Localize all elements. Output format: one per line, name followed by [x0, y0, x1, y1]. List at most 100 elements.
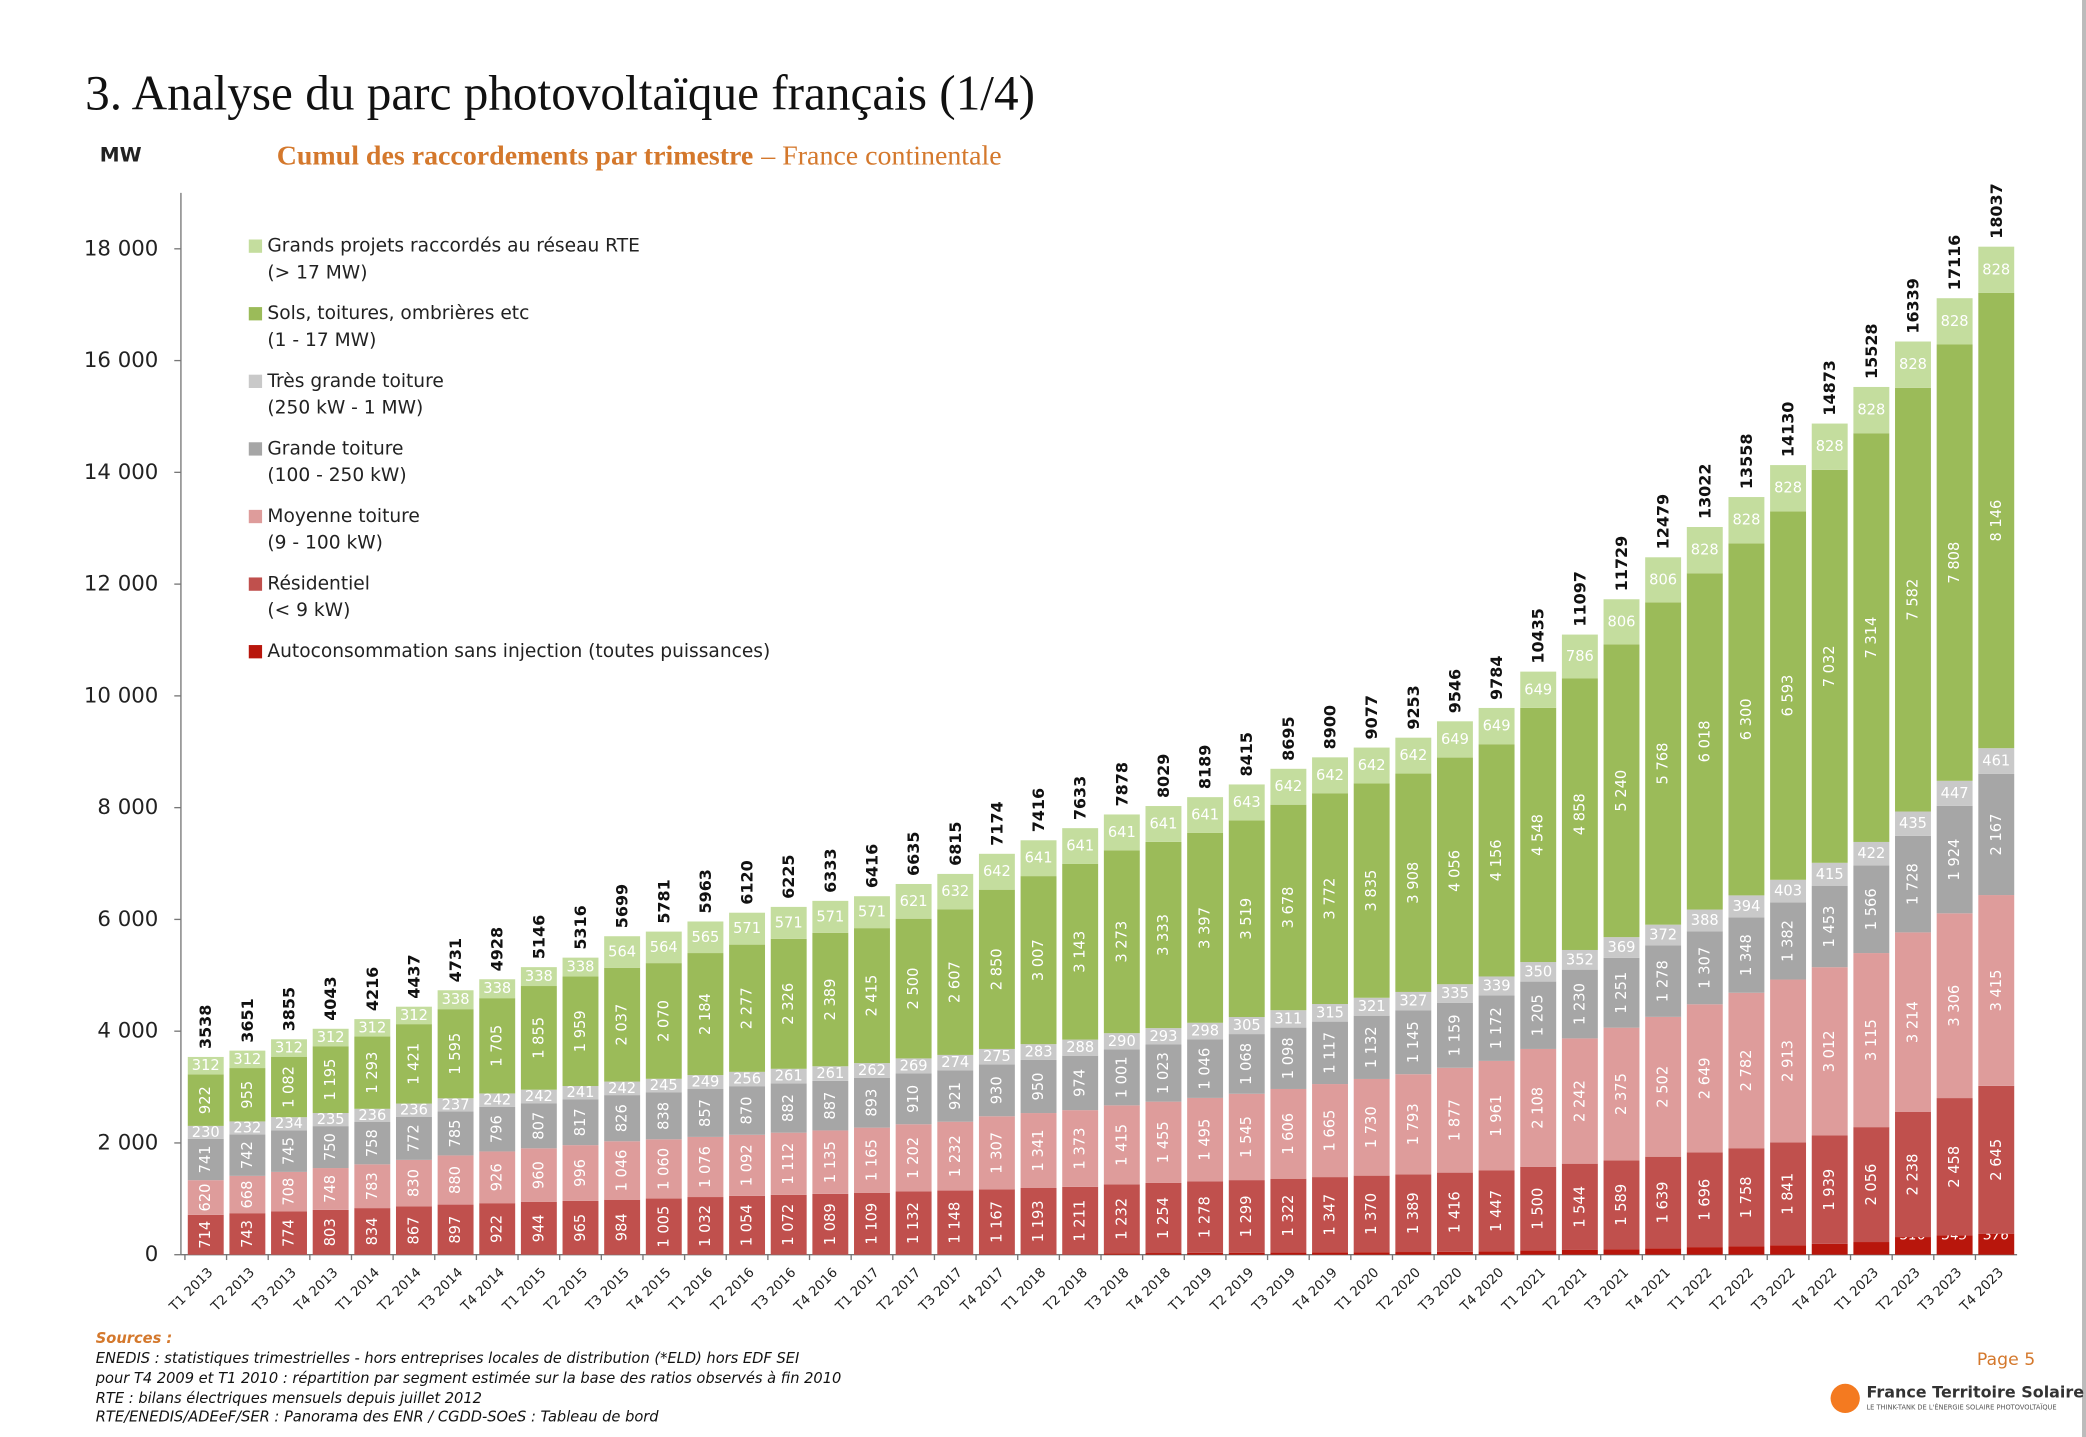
bar-segment [1270, 1088, 1307, 1179]
bar-segment [1103, 850, 1140, 1034]
x-tick-label: T3 2023 [1915, 1265, 1965, 1315]
data-label: 1 665 [1322, 1110, 1339, 1152]
bar-segment [1978, 246, 2015, 293]
bar-segment [271, 1056, 307, 1118]
y-tick-label: 12 000 [84, 572, 158, 597]
data-label: 2 037 [614, 1004, 631, 1046]
bar-segment [395, 1103, 432, 1117]
y-tick-label: 10 000 [84, 683, 158, 708]
bar-segment [812, 1066, 849, 1081]
data-label: 922 [489, 1215, 506, 1243]
bar-segment [437, 1111, 474, 1156]
bar-segment [1103, 1105, 1140, 1185]
bar-segment [1936, 1235, 1973, 1255]
data-label: 321 [1358, 998, 1386, 1015]
data-label: 5 768 [1655, 743, 1672, 785]
bar-segment [645, 1092, 682, 1140]
bar-segment [1020, 876, 1057, 1045]
bar-segment [1395, 773, 1432, 992]
bar-segment [729, 1195, 766, 1255]
bar-segment [1811, 862, 1848, 886]
bar-segment [687, 953, 724, 1076]
bar-segment [479, 1093, 516, 1107]
data-label: 298 [1191, 1023, 1219, 1040]
bar-segment [1936, 913, 1973, 1099]
bar-segment [645, 1078, 682, 1093]
data-label: 1 211 [1072, 1200, 1089, 1242]
bar-segment [1436, 1172, 1473, 1252]
x-tick-label: T4 2016 [791, 1265, 841, 1315]
bar-segment [271, 1039, 307, 1057]
data-label: 2 415 [863, 975, 880, 1017]
bar-segment [1395, 1252, 1432, 1255]
data-label: 1 060 [655, 1148, 672, 1190]
bar-segment [354, 1019, 391, 1037]
legend-swatch [248, 307, 263, 321]
bar-segment [562, 1099, 599, 1146]
bar-segment [1561, 678, 1598, 950]
x-tick-label: T3 2018 [1082, 1265, 1132, 1315]
bar-segment [1728, 1148, 1765, 1247]
data-label: 1 307 [1696, 947, 1713, 989]
data-label: 571 [733, 920, 761, 937]
data-label: 305 [1233, 1017, 1261, 1034]
data-label: 1 089 [822, 1203, 839, 1245]
data-label: 649 [1524, 681, 1552, 698]
bar-segment [354, 1036, 391, 1109]
data-label: 403 [1774, 883, 1802, 900]
legend-detail: (> 17 MW) [267, 262, 367, 283]
total-label: 13022 [1695, 463, 1714, 519]
bar-segment [1728, 895, 1765, 918]
x-tick-label: T4 2018 [1124, 1265, 1174, 1315]
data-label: 1 939 [1821, 1169, 1838, 1211]
data-label: 621 [900, 893, 928, 910]
data-label: 1 730 [1363, 1106, 1380, 1148]
data-label: 642 [1274, 778, 1302, 795]
data-label: 1 758 [1738, 1176, 1755, 1218]
bar-segment [229, 1175, 266, 1214]
data-label: 312 [317, 1029, 345, 1046]
bar-segment [479, 1203, 516, 1255]
bar-segment [1353, 1252, 1390, 1255]
bar-segment [1312, 757, 1348, 794]
bar-segment [354, 1108, 391, 1122]
data-label: 1 348 [1738, 934, 1755, 976]
bar-segment [1145, 841, 1182, 1029]
bar-segment [1645, 1016, 1682, 1157]
bar-segment [1936, 344, 1973, 781]
data-label: 312 [400, 1007, 428, 1024]
data-label: 649 [1441, 731, 1469, 748]
data-label: 565 [691, 929, 719, 946]
data-label: 1 068 [1238, 1043, 1255, 1085]
data-label: 1 566 [1863, 888, 1880, 930]
bar-segment [1062, 828, 1099, 864]
data-label: 786 [1566, 648, 1594, 665]
data-label: 1 416 [1446, 1191, 1463, 1233]
bar-segment [1728, 497, 1765, 544]
data-label: 641 [1066, 838, 1094, 855]
bar-segment [770, 938, 807, 1069]
data-label: 234 [275, 1115, 303, 1132]
bar-segment [395, 1006, 432, 1025]
data-label: 828 [1691, 542, 1719, 559]
bar-segment [854, 1077, 890, 1128]
data-label: 1 389 [1405, 1192, 1422, 1234]
legend-detail: (1 - 17 MW) [267, 330, 376, 351]
bar-segment [1728, 992, 1765, 1149]
legend-swatch [248, 239, 263, 253]
data-label: 2 242 [1571, 1080, 1588, 1122]
bar-segment [1270, 1252, 1307, 1255]
bar-segment [1187, 1022, 1224, 1040]
y-tick-label: 0 [145, 1242, 159, 1267]
x-tick-label: T2 2016 [708, 1265, 758, 1315]
legend-label: Grands projets raccordés au réseau RTE [267, 236, 640, 257]
bar-segment [854, 1192, 890, 1255]
bar-segment [1395, 1010, 1432, 1075]
data-label: 2 108 [1530, 1087, 1547, 1129]
total-label: 15528 [1862, 323, 1881, 379]
bar-segment [1686, 931, 1723, 1005]
bar-segment [479, 998, 516, 1094]
data-label: 1 076 [697, 1146, 714, 1188]
bar-segment [1270, 768, 1307, 805]
